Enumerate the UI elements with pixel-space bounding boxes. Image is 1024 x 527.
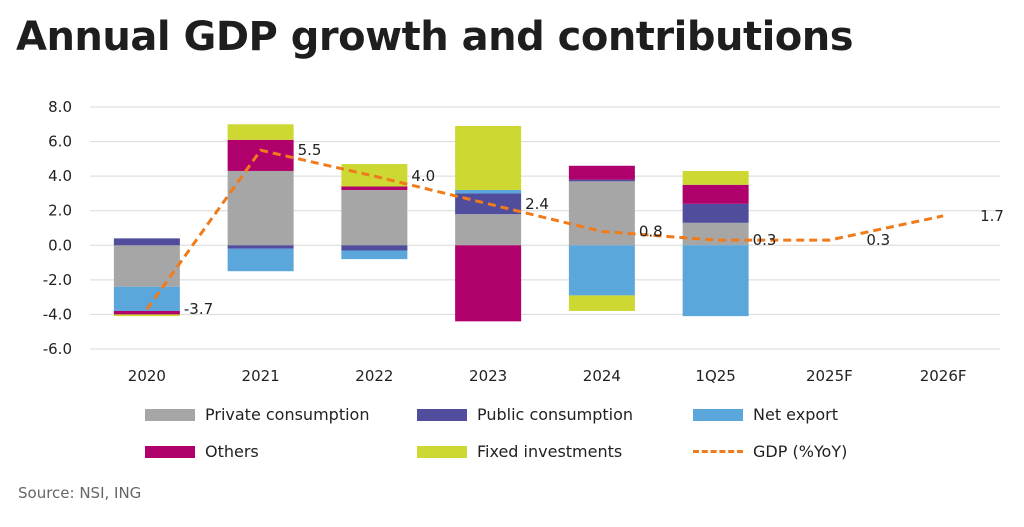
legend-swatch-net-export bbox=[693, 408, 743, 421]
legend-fixed-investments: Fixed investments bbox=[417, 442, 622, 461]
bar-others-2024 bbox=[568, 165, 635, 180]
legend-label-private: Private consumption bbox=[205, 405, 370, 424]
legend-swatch-private bbox=[145, 408, 195, 421]
gdp-data-label: 0.8 bbox=[639, 222, 663, 240]
gdp-line bbox=[145, 148, 944, 311]
y-tick-label: -4.0 bbox=[43, 305, 72, 323]
bar-others-1Q25 bbox=[682, 184, 749, 204]
bar-fixed-2022 bbox=[341, 164, 408, 187]
gdp-chart: 8.0 6.0 4.0 2.0 0.0 -2.0 -4.0 -6.0 2020 2021 2022… bbox=[43, 98, 1004, 385]
legend-label-others: Others bbox=[205, 442, 259, 461]
bar-fixed-2023 bbox=[455, 126, 522, 190]
y-tick-label: -2.0 bbox=[43, 271, 72, 289]
x-tick-label: 2022 bbox=[355, 367, 393, 385]
bar-private-2023 bbox=[455, 214, 522, 246]
bar-net_export-1Q25 bbox=[682, 245, 749, 317]
bar-net_export-2023 bbox=[455, 189, 522, 194]
gdp-data-label: 0.3 bbox=[866, 231, 890, 249]
bar-fixed-2021 bbox=[227, 124, 294, 140]
gdp-data-label: 4.0 bbox=[411, 167, 435, 185]
y-tick-label: 2.0 bbox=[48, 202, 72, 220]
bar-fixed-2024 bbox=[568, 295, 635, 311]
bar-private-2024 bbox=[568, 181, 635, 246]
bar-net_export-2021 bbox=[227, 248, 294, 272]
legend-gdp: GDP (%YoY) bbox=[693, 442, 847, 461]
y-tick-label: 4.0 bbox=[48, 167, 72, 185]
bar-fixed-1Q25 bbox=[682, 170, 749, 185]
x-tick-label: 2020 bbox=[128, 367, 166, 385]
x-tick-label: 2024 bbox=[583, 367, 621, 385]
bar-private-2020 bbox=[113, 245, 180, 287]
bar-others-2021 bbox=[227, 139, 294, 171]
legend-swatch-gdp bbox=[693, 450, 743, 453]
bar-public-1Q25 bbox=[682, 203, 749, 223]
bar-public-2020 bbox=[113, 238, 180, 246]
legend-public-consumption: Public consumption bbox=[417, 405, 633, 424]
chart-title: Annual GDP growth and contributions bbox=[16, 14, 854, 60]
x-tick-label: 2021 bbox=[242, 367, 280, 385]
x-tick-label: 1Q25 bbox=[695, 367, 735, 385]
gdp-data-label: -3.7 bbox=[184, 300, 213, 318]
legend-swatch-public bbox=[417, 408, 467, 421]
bar-others-2022 bbox=[341, 186, 408, 190]
legend-private-consumption: Private consumption bbox=[145, 405, 369, 424]
legend-label-gdp: GDP (%YoY) bbox=[753, 442, 848, 461]
gdp-data-label: 0.3 bbox=[753, 231, 777, 249]
bar-public-2024 bbox=[568, 179, 635, 182]
legend-label-net-export: Net export bbox=[753, 405, 838, 424]
legend-label-fixed: Fixed investments bbox=[477, 442, 623, 461]
bar-private-1Q25 bbox=[682, 222, 749, 246]
bar-private-2021 bbox=[227, 170, 294, 246]
source-note: Source: NSI, ING bbox=[18, 484, 142, 502]
legend-label-public: Public consumption bbox=[477, 405, 634, 424]
x-tick-label: 2025F bbox=[806, 367, 853, 385]
bar-net_export-2024 bbox=[568, 245, 635, 296]
bar-public-2022 bbox=[341, 245, 408, 251]
legend-swatch-others bbox=[145, 445, 195, 458]
gdp-data-label: 5.5 bbox=[298, 141, 322, 159]
legend-swatch-fixed bbox=[417, 445, 467, 458]
gdp-data-label: 1.7 bbox=[980, 207, 1004, 225]
bar-public-2021 bbox=[227, 245, 294, 249]
y-tick-label: 8.0 bbox=[48, 98, 72, 116]
x-tick-label: 2023 bbox=[469, 367, 507, 385]
bar-others-2023 bbox=[455, 245, 522, 322]
legend-others: Others bbox=[145, 442, 259, 461]
y-tick-label: -6.0 bbox=[43, 340, 72, 358]
gdp-data-label: 2.4 bbox=[525, 195, 549, 213]
y-tick-label: 6.0 bbox=[48, 133, 72, 151]
bar-private-2022 bbox=[341, 189, 408, 246]
legend-net-export: Net export bbox=[693, 405, 838, 424]
y-tick-label: 0.0 bbox=[48, 236, 72, 254]
bar-net_export-2022 bbox=[341, 250, 408, 260]
bar-others-2020 bbox=[113, 310, 180, 315]
bar-fixed-2020 bbox=[113, 314, 180, 317]
x-tick-label: 2026F bbox=[920, 367, 967, 385]
